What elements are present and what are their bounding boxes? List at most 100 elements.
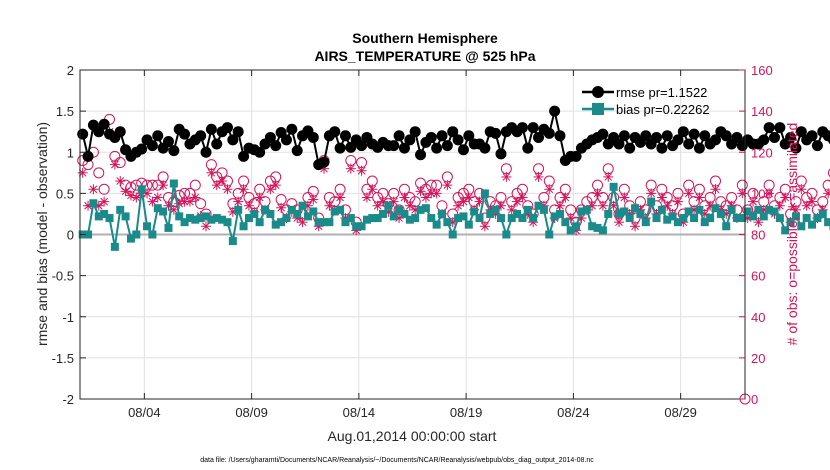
bias-point [513,209,522,218]
bias-point [389,212,398,221]
bias-point [185,214,194,223]
bias-point [695,205,704,214]
obs-assimilated-point [131,192,142,203]
rmse-point [146,140,158,152]
rmse-point [227,134,239,146]
rmse-point [425,131,437,143]
bias-point [330,207,339,216]
rmse-point [699,130,711,142]
obs-assimilated-point [613,217,624,228]
obs-assimilated-point [201,221,212,232]
obs-assimilated-point [790,204,801,215]
obs-assimilated-point [683,188,694,199]
obs-assimilated-point [479,221,490,232]
rmse-point [318,156,330,168]
obs-assimilated-point [238,184,249,195]
rmse-point [98,118,110,130]
bias-point [518,214,527,223]
obs-assimilated-point [796,184,807,195]
rmse-point [790,142,802,154]
bias-point [765,205,774,214]
bias-point [545,230,554,239]
obs-assimilated-point [420,192,431,203]
rmse-point [624,142,636,154]
rmse-point [683,138,695,150]
rmse-point [334,142,346,154]
bias-point [743,207,752,216]
bias-point [89,199,98,208]
bias-point [647,197,656,206]
y-right-tick-label: 0 [751,392,758,407]
footnote: data file: /Users/gharamti/Documents/NCA… [200,457,594,464]
bias-point [400,209,409,218]
obs-possible-point [822,179,830,191]
y-right-tick-label: 80 [751,228,765,243]
bias-point [277,218,286,227]
obs-possible-point [827,168,830,178]
bias-point [239,222,248,231]
bias-point [346,214,355,223]
bias-point [759,212,768,221]
bias-point [180,218,189,227]
rmse-point [168,145,180,157]
bias-point [202,212,211,221]
bias-point [550,212,559,221]
obs-assimilated-point [233,196,244,207]
legend-bias-marker [592,103,604,115]
bias-point [738,214,747,223]
bias-point [336,205,345,214]
obs-assimilated-point [656,192,667,203]
y-right-tick-label: 140 [751,104,773,119]
bias-point [212,214,221,223]
rmse-point [329,126,341,138]
legend-rmse-label: rmse pr=1.1522 [616,85,707,100]
obs-assimilated-point [710,184,721,195]
bias-point [132,230,141,239]
rmse-point [618,130,630,142]
bias-point [218,215,227,224]
bias-point [271,220,280,229]
bias-point [770,207,779,216]
bias-point [223,218,232,227]
bias-point [196,214,205,223]
bias-point [153,204,162,213]
obs-assimilated-point [206,167,217,178]
bias-point [84,230,93,239]
rmse-point [339,130,351,142]
bias-point [250,209,259,218]
legend: rmse pr=1.1522 bias pr=0.22262 [582,85,710,117]
obs-assimilated-point [77,167,88,178]
ticks-layer: 08/04 08/09 08/14 08/19 08/24 08/29 -2 -1.5 -1 -0… [52,63,773,420]
rmse-point [811,140,823,152]
bias-point [609,182,618,191]
bias-point [470,207,479,216]
bias-point [534,201,543,210]
series-layer [77,105,830,251]
bias-point [475,214,484,223]
y-left-tick-label: -2 [62,392,74,407]
bias-point [732,214,741,223]
bias-point [352,222,361,231]
obs-assimilated-point [415,186,426,197]
y-left-tick-label: 1.5 [56,104,74,119]
chart-subtitle: AIRS_TEMPERATURE @ 525 hPa [314,48,535,64]
bias-point [507,214,516,223]
x-tick-label: 08/29 [664,405,697,420]
y-right-tick-label: 120 [751,145,773,160]
rmse-point [543,127,555,139]
rmse-point [356,140,368,152]
bias-point [641,218,650,227]
rmse-point [490,127,502,139]
rmse-point [409,126,421,138]
obs-assimilated-point [254,192,265,203]
bias-point [303,212,312,221]
bias-point [679,214,688,223]
bias-point [309,207,318,216]
obs-assimilated-point [748,196,759,207]
rmse-point [613,138,625,150]
obs-assimilated-point [265,184,276,195]
rmse-point [264,131,276,143]
obs-assimilated-point [152,192,163,203]
rmse-point [774,122,786,134]
bias-point [523,205,532,214]
